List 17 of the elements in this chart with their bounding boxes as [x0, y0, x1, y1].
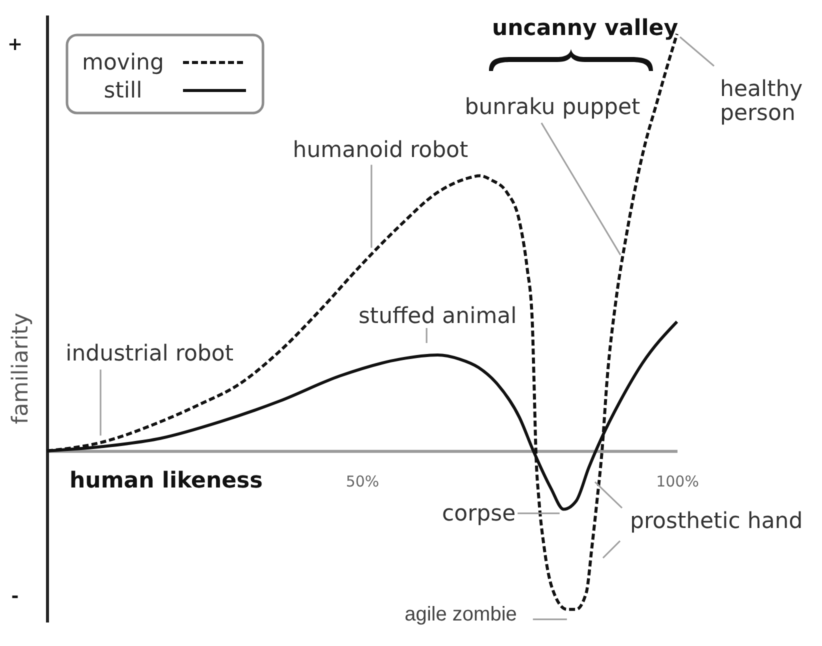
annotation: agile zombie [404, 603, 517, 626]
annotation: stuffed animal [358, 304, 517, 330]
annotation: corpse [442, 501, 516, 526]
text: - [11, 586, 19, 607]
annotation: healthy person [720, 76, 803, 126]
annotation: humanoid robot [292, 138, 468, 163]
x-axis-title: human likeness [70, 468, 263, 494]
annotation: prosthetic hand [630, 508, 803, 534]
legend-label: moving [82, 50, 164, 76]
annotation: uncanny valley [492, 16, 678, 41]
annotation: bunraku puppet [464, 94, 641, 120]
x-tick-label: 50% [346, 472, 380, 490]
annotation: industrial robot [66, 342, 234, 367]
text: + [7, 34, 23, 55]
legend-label: still [104, 78, 142, 104]
x-tick-label: 100% [656, 472, 699, 490]
y-axis-title: familiarity [8, 312, 34, 424]
